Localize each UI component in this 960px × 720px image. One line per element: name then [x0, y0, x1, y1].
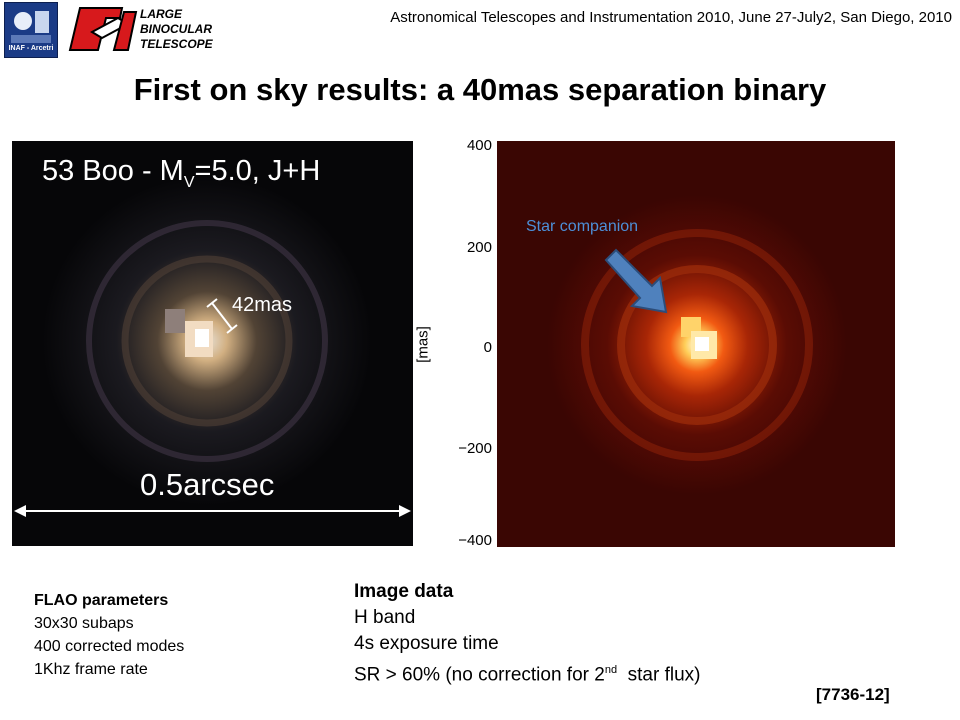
y-tick-neg200: −200 [458, 440, 492, 457]
image-data-exposure: 4s exposure time [354, 633, 499, 654]
lbt-line-telescope: TELESCOPE [140, 37, 213, 51]
flao-heading: FLAO parameters [34, 592, 169, 609]
separation-label: 42mas [232, 294, 293, 316]
binary-star-image-right [497, 141, 895, 547]
inaf-logo: INAF - Arcetri [4, 2, 58, 58]
flao-line-rate: 1Khz frame rate [34, 661, 148, 678]
binary-star-image-left: 53 Boo - MV=5.0, J+H 42mas 0.5arcsec [12, 141, 413, 546]
y-tick-200: 200 [466, 239, 492, 256]
y-axis-unit: [mas] [414, 326, 432, 363]
strehl-text-sup: nd [604, 664, 618, 676]
target-caption-sub: V [183, 173, 195, 191]
target-caption-rest: =5.0, J+H [194, 155, 321, 187]
lbt-logo: LARGE BINOCULAR TELESCOPE [62, 4, 213, 56]
image-data-band: H band [354, 607, 416, 628]
psf-image-left [14, 176, 411, 517]
paper-reference: [7736-12] [816, 685, 890, 704]
star-companion-label: Star companion [526, 218, 639, 235]
flao-line-modes: 400 corrected modes [34, 638, 185, 655]
image-data: Image data H band 4s exposure time SR > … [354, 579, 700, 688]
lbt-logo-graphic [68, 7, 138, 51]
lbt-line-large: LARGE [140, 7, 182, 21]
inaf-logo-text: INAF - Arcetri [8, 45, 54, 52]
strehl-text-post: star flux) [617, 664, 701, 686]
companion-arrow-icon [604, 248, 668, 314]
conference-header: Astronomical Telescopes and Instrumentat… [390, 9, 952, 26]
y-tick-0: 0 [483, 339, 492, 356]
image-data-strehl: SR > 60% (no correction for 2nd star flu… [354, 657, 700, 688]
psf-image-right [497, 141, 895, 547]
flao-line-subaps: 30x30 subaps [34, 615, 134, 632]
scale-label: 0.5arcsec [140, 467, 275, 502]
inaf-logo-graphic [5, 3, 57, 57]
lbt-line-binocular: BINOCULAR [140, 22, 212, 36]
y-tick-neg400: −400 [458, 532, 492, 549]
flao-parameters: FLAO parameters 30x30 subaps 400 correct… [34, 589, 184, 681]
target-caption-main: 53 Boo - M [42, 155, 184, 187]
image-data-heading: Image data [354, 581, 454, 602]
target-caption: 53 Boo - MV=5.0, J+H [42, 155, 320, 192]
strehl-text-pre: SR > 60% (no correction for 2 [354, 664, 605, 686]
y-tick-400: 400 [466, 137, 492, 154]
slide-title: First on sky results: a 40mas separation… [133, 72, 827, 107]
